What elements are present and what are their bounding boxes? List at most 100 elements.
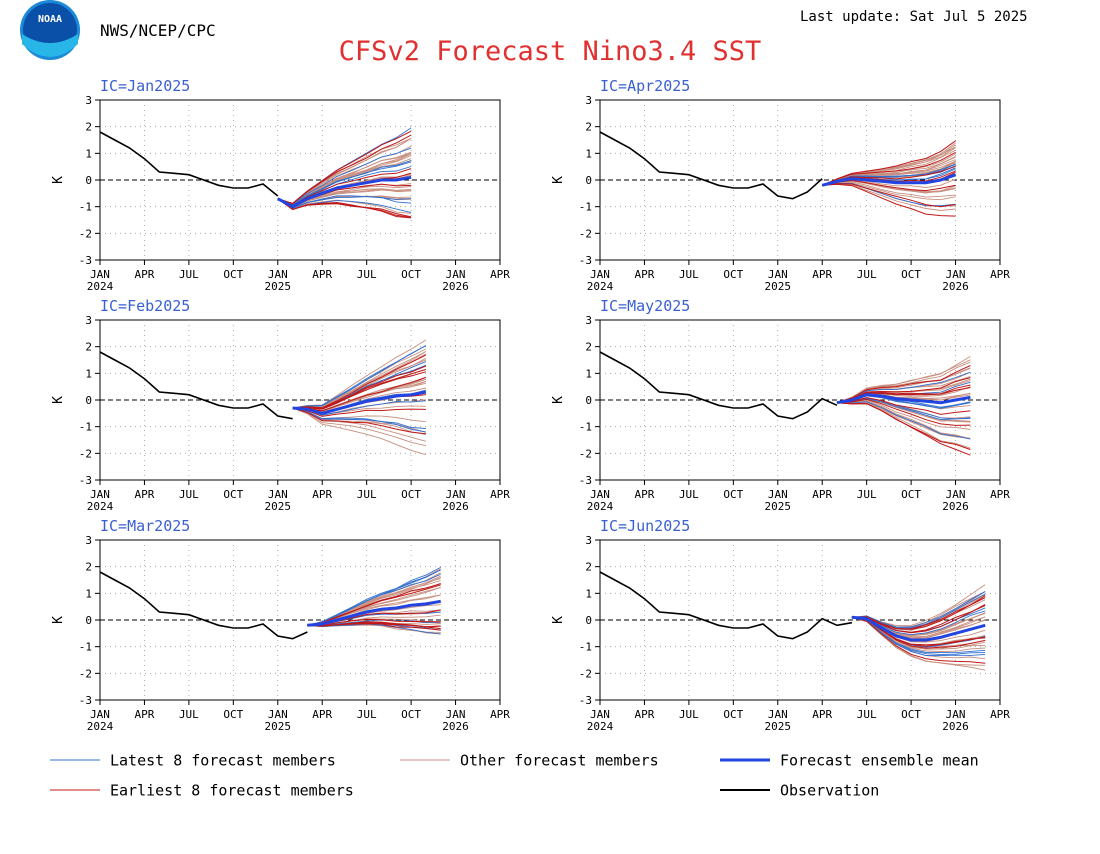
x-tick-label: OCT bbox=[901, 488, 921, 501]
member-line-earliest bbox=[307, 584, 441, 626]
y-axis-label: K bbox=[551, 616, 566, 624]
x-tick-label: JUL bbox=[179, 488, 199, 501]
x-tick-label: JAN bbox=[90, 708, 110, 721]
y-tick-label: -2 bbox=[79, 447, 92, 460]
chart-title: CFSv2 Forecast Nino3.4 SST bbox=[339, 36, 762, 67]
y-tick-label: 3 bbox=[585, 314, 592, 327]
x-tick-label: JUL bbox=[679, 488, 699, 501]
x-tick-label: JUL bbox=[357, 488, 377, 501]
y-tick-label: -2 bbox=[579, 667, 592, 680]
member-line-latest bbox=[277, 195, 412, 209]
observation-line bbox=[599, 131, 823, 200]
y-tick-label: -1 bbox=[579, 201, 592, 214]
y-tick-label: 0 bbox=[85, 174, 92, 187]
x-tick-year-label: 2024 bbox=[87, 280, 114, 293]
x-tick-year-label: 2025 bbox=[765, 500, 792, 513]
member-line-other bbox=[851, 616, 986, 666]
member-line-earliest bbox=[822, 151, 956, 186]
x-tick-year-label: 2026 bbox=[442, 500, 469, 513]
y-tick-label: 0 bbox=[585, 394, 592, 407]
member-line-earliest bbox=[836, 398, 971, 426]
x-tick-year-label: 2025 bbox=[265, 720, 292, 733]
y-tick-label: -2 bbox=[579, 447, 592, 460]
x-tick-label: JAN bbox=[90, 488, 110, 501]
x-tick-year-label: 2024 bbox=[587, 720, 614, 733]
member-line-earliest bbox=[292, 354, 427, 409]
y-tick-label: 1 bbox=[85, 367, 92, 380]
y-axis-label: K bbox=[51, 176, 66, 184]
x-tick-year-label: 2025 bbox=[265, 500, 292, 513]
y-tick-label: 2 bbox=[585, 121, 592, 134]
member-line-latest bbox=[851, 591, 986, 628]
observation-line bbox=[599, 351, 838, 420]
x-tick-label: JAN bbox=[946, 268, 966, 281]
x-tick-year-label: 2024 bbox=[587, 500, 614, 513]
ic-label: IC=Jun2025 bbox=[600, 517, 690, 535]
member-line-other bbox=[292, 407, 427, 447]
legend-earliest-label: Earliest 8 forecast members bbox=[110, 782, 354, 800]
x-tick-label: JUL bbox=[179, 708, 199, 721]
x-tick-label: JAN bbox=[268, 488, 288, 501]
x-tick-label: OCT bbox=[223, 488, 243, 501]
member-line-latest bbox=[851, 616, 986, 655]
y-tick-label: 3 bbox=[85, 314, 92, 327]
member-line-latest bbox=[307, 569, 441, 626]
x-tick-label: OCT bbox=[901, 708, 921, 721]
member-line-earliest bbox=[822, 140, 956, 186]
y-tick-label: 0 bbox=[85, 394, 92, 407]
x-tick-year-label: 2024 bbox=[587, 280, 614, 293]
y-tick-label: 0 bbox=[585, 614, 592, 627]
x-tick-label: JUL bbox=[857, 708, 877, 721]
x-tick-year-label: 2026 bbox=[442, 720, 469, 733]
agency-label: NWS/NCEP/CPC bbox=[100, 21, 216, 40]
y-tick-label: 0 bbox=[585, 174, 592, 187]
y-tick-label: -1 bbox=[79, 421, 92, 434]
y-tick-label: -3 bbox=[79, 474, 92, 487]
y-tick-label: 1 bbox=[85, 147, 92, 160]
y-tick-label: 3 bbox=[585, 534, 592, 547]
member-line-other bbox=[822, 183, 956, 211]
x-tick-label: JAN bbox=[768, 268, 788, 281]
x-tick-year-label: 2026 bbox=[942, 280, 969, 293]
x-tick-year-label: 2025 bbox=[765, 720, 792, 733]
y-tick-label: 3 bbox=[585, 94, 592, 107]
x-tick-year-label: 2024 bbox=[87, 720, 114, 733]
y-tick-label: -2 bbox=[579, 227, 592, 240]
y-tick-label: -3 bbox=[579, 254, 592, 267]
y-tick-label: -3 bbox=[579, 694, 592, 707]
x-tick-label: JUL bbox=[679, 268, 699, 281]
y-tick-label: -1 bbox=[79, 641, 92, 654]
member-line-other bbox=[292, 407, 427, 456]
member-line-earliest bbox=[836, 397, 971, 415]
last-update: Last update: Sat Jul 5 2025 bbox=[800, 9, 1028, 25]
x-tick-label: APR bbox=[312, 268, 332, 281]
y-tick-label: -3 bbox=[79, 254, 92, 267]
y-tick-label: 1 bbox=[85, 587, 92, 600]
x-tick-label: OCT bbox=[223, 268, 243, 281]
x-tick-label: OCT bbox=[223, 708, 243, 721]
x-tick-label: JAN bbox=[268, 708, 288, 721]
x-tick-label: JAN bbox=[268, 268, 288, 281]
y-tick-label: 2 bbox=[85, 121, 92, 134]
member-line-earliest bbox=[292, 407, 426, 417]
x-tick-label: JUL bbox=[357, 708, 377, 721]
observation-line bbox=[99, 571, 308, 640]
noaa-logo-text: NOAA bbox=[38, 14, 62, 25]
legend-latest-label: Latest 8 forecast members bbox=[110, 752, 336, 770]
x-tick-label: OCT bbox=[901, 268, 921, 281]
member-line-latest bbox=[292, 345, 427, 409]
y-axis-label: K bbox=[551, 396, 566, 404]
x-tick-year-label: 2026 bbox=[442, 280, 469, 293]
member-line-earliest bbox=[292, 365, 427, 410]
y-axis-label: K bbox=[51, 396, 66, 404]
legend-mean-label: Forecast ensemble mean bbox=[780, 752, 979, 770]
y-tick-label: 2 bbox=[585, 341, 592, 354]
x-tick-year-label: 2025 bbox=[265, 280, 292, 293]
x-tick-label: JUL bbox=[179, 268, 199, 281]
